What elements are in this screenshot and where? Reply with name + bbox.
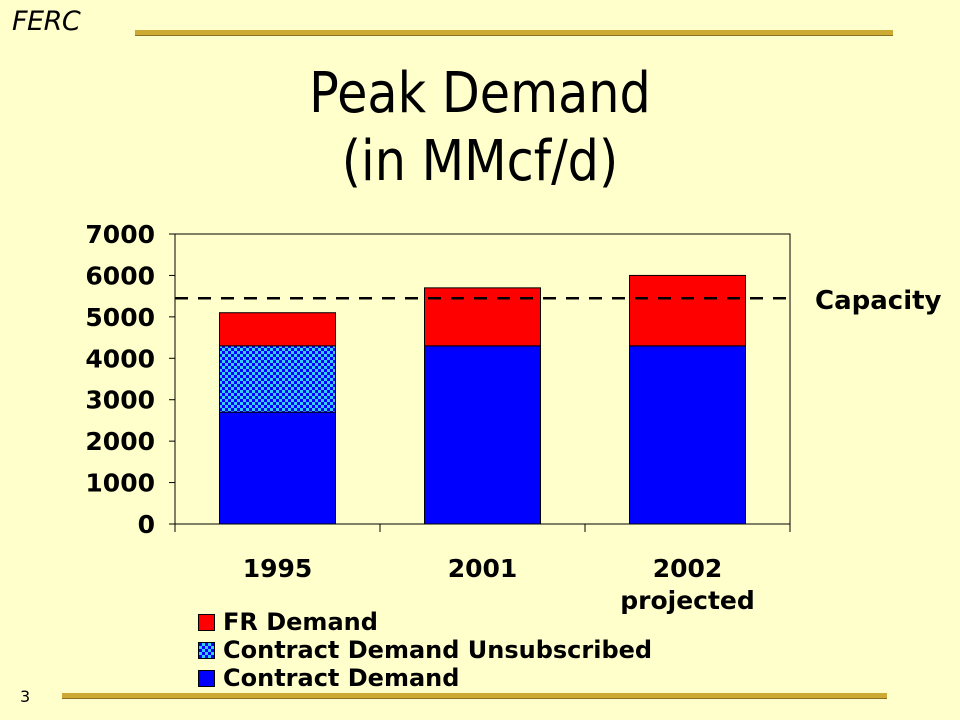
brand-logo-text: FERC bbox=[12, 6, 81, 37]
bar-segment-contract-demand-2001 bbox=[424, 345, 541, 525]
y-tick-label: 5000 bbox=[85, 303, 155, 332]
x-category-sublabel: projected bbox=[620, 586, 755, 615]
page-number: 3 bbox=[20, 687, 31, 706]
y-tick-label: 0 bbox=[138, 510, 155, 539]
y-tick-label: 6000 bbox=[85, 261, 155, 290]
bar-segment-fr-demand-2002 bbox=[629, 274, 746, 347]
legend-item-contract-unsubscribed: Contract Demand Unsubscribed bbox=[198, 636, 652, 664]
legend-label-contract-demand: Contract Demand bbox=[223, 664, 460, 692]
bar-segment-fr-demand-1995 bbox=[219, 312, 336, 347]
x-category-label: 2002 bbox=[653, 554, 723, 583]
header-rule bbox=[135, 30, 893, 36]
legend-swatch-fr-demand bbox=[198, 613, 215, 631]
legend-swatch-contract-demand bbox=[198, 669, 215, 687]
y-tick-label: 2000 bbox=[85, 427, 155, 456]
legend-item-fr-demand: FR Demand bbox=[198, 608, 652, 636]
chart-legend: FR Demand Contract Demand Unsubscribed C… bbox=[198, 608, 652, 692]
footer-rule bbox=[62, 693, 887, 699]
y-tick-label: 3000 bbox=[85, 386, 155, 415]
bar-segment-contract-demand-1995 bbox=[219, 411, 336, 525]
x-category-label: 2001 bbox=[448, 554, 518, 583]
legend-swatch-contract-unsubscribed bbox=[198, 641, 215, 659]
y-tick-label: 1000 bbox=[85, 469, 155, 498]
bar-segment-contract-demand-2002 bbox=[629, 345, 746, 525]
legend-label-contract-unsubscribed: Contract Demand Unsubscribed bbox=[223, 636, 653, 664]
legend-label-fr-demand: FR Demand bbox=[223, 608, 378, 636]
capacity-label: Capacity bbox=[815, 286, 942, 316]
bar-segment-fr-demand-2001 bbox=[424, 287, 541, 347]
slide-title: Peak Demand (in MMcf/d) bbox=[58, 60, 903, 196]
title-line-1: Peak Demand bbox=[309, 61, 651, 126]
bar-segment-contract-demand-unsubscribed-1995 bbox=[219, 345, 336, 413]
x-category-label: 1995 bbox=[243, 554, 313, 583]
legend-item-contract-demand: Contract Demand bbox=[198, 664, 652, 692]
y-tick-label: 7000 bbox=[85, 220, 155, 249]
y-tick-label: 4000 bbox=[85, 344, 155, 373]
title-line-2: (in MMcf/d) bbox=[341, 129, 619, 194]
